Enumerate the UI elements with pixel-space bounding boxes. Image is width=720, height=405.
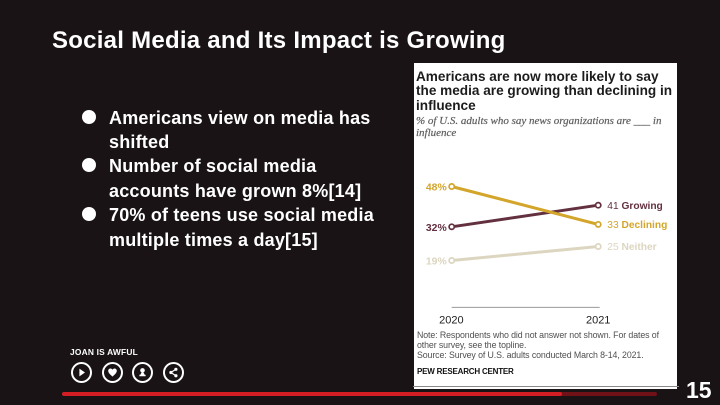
svg-text:32%: 32%: [426, 223, 447, 234]
svg-text:41 Growing: 41 Growing: [608, 201, 663, 212]
svg-text:2020: 2020: [439, 314, 463, 326]
svg-text:25 Neither: 25 Neither: [608, 242, 657, 253]
svg-text:19%: 19%: [426, 257, 447, 268]
svg-text:2021: 2021: [586, 314, 610, 326]
svg-text:33 Declining: 33 Declining: [608, 220, 668, 231]
svg-text:48%: 48%: [426, 183, 447, 194]
